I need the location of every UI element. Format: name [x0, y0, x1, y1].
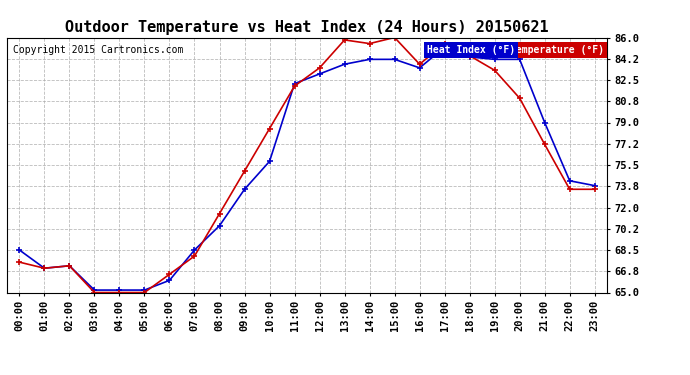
Text: Temperature (°F): Temperature (°F) [510, 45, 604, 55]
Title: Outdoor Temperature vs Heat Index (24 Hours) 20150621: Outdoor Temperature vs Heat Index (24 Ho… [66, 20, 549, 35]
Text: Copyright 2015 Cartronics.com: Copyright 2015 Cartronics.com [13, 45, 184, 55]
Text: Heat Index (°F): Heat Index (°F) [427, 45, 515, 55]
